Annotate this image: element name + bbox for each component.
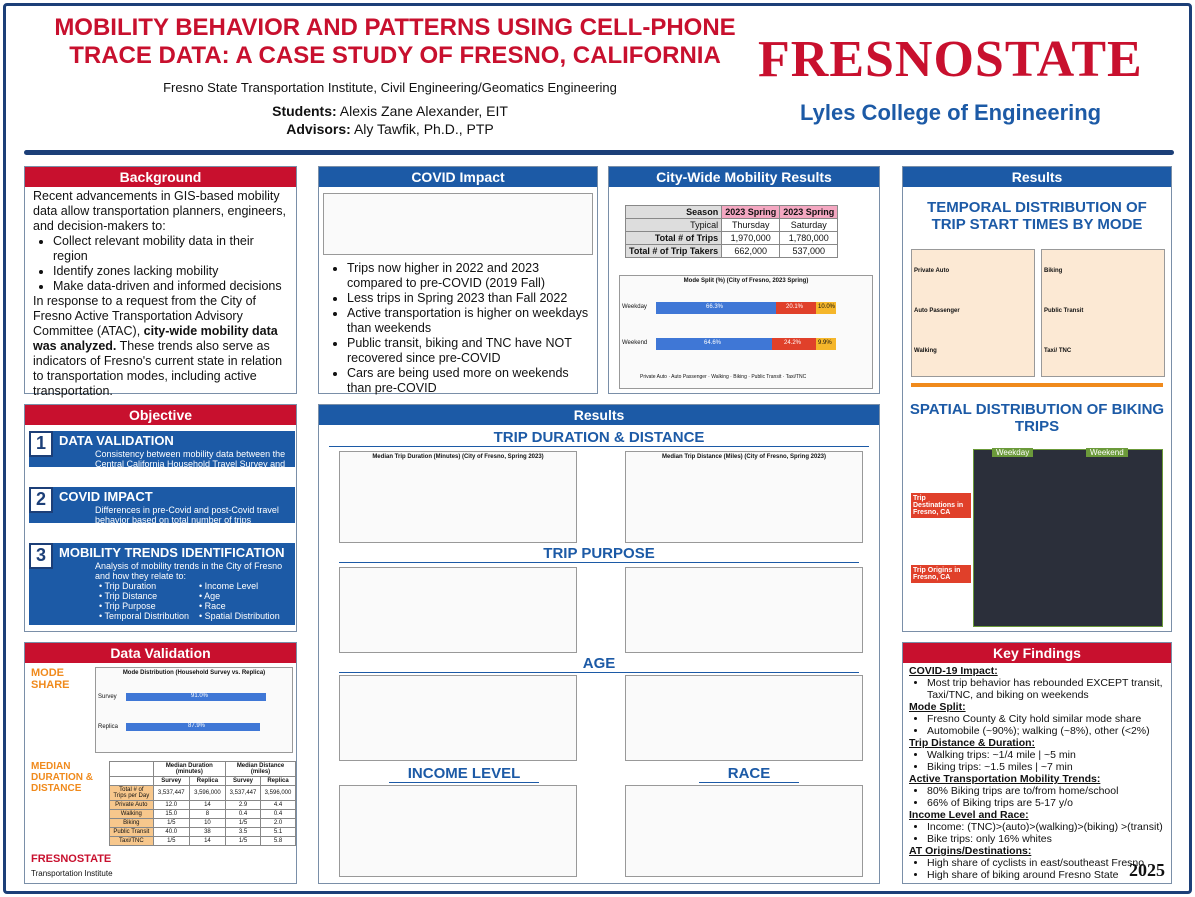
trip-purpose-chart-1 xyxy=(339,567,577,653)
results-middle-panel: Results TRIP DURATION & DISTANCE Median … xyxy=(318,404,880,884)
covid-bullets: Trips now higher in 2022 and 2023 compar… xyxy=(319,259,597,398)
race-heading: RACE xyxy=(699,765,799,783)
college-name: Lyles College of Engineering xyxy=(800,100,1102,125)
weekday-walking-bar xyxy=(816,302,836,314)
distance-chart: Median Trip Distance (Miles) (City of Fr… xyxy=(625,451,863,543)
mode-distribution-chart: Mode Distribution (Household Survey vs. … xyxy=(95,667,293,753)
orig-label: Trip Origins in Fresno, CA xyxy=(911,565,971,583)
authors: Students: Alexis Zane Alexander, EIT Adv… xyxy=(272,103,508,137)
objective-item-3: 3 MOBILITY TRENDS IDENTIFICATION Analysi… xyxy=(29,543,295,625)
temporal-charts-left: Private Auto Auto Passenger Walking xyxy=(911,249,1035,377)
key-findings-text: COVID-19 Impact: Most trip behavior has … xyxy=(903,663,1171,883)
institute-line: Fresno State Transportation Institute, C… xyxy=(163,80,617,95)
spatial-heading: SPATIAL DISTRIBUTION OF BIKING TRIPS xyxy=(909,401,1165,435)
trends-list-left: • Trip Duration • Trip Distance • Trip P… xyxy=(99,581,190,621)
fresno-state-logo: FRESNOSTATE xyxy=(758,31,1143,88)
fresno-state-small-logo: FRESNOSTATE xyxy=(31,853,112,865)
weekend-auto-bar xyxy=(656,338,772,350)
institute-footer: Transportation Institute xyxy=(31,869,113,878)
weekday-auto-bar xyxy=(656,302,776,314)
citywide-panel: City-Wide Mobility Results Season 2023 Sp… xyxy=(608,166,880,394)
citywide-header: City-Wide Mobility Results xyxy=(609,167,879,187)
poster-title: MOBILITY BEHAVIOR AND PATTERNS USING CEL… xyxy=(54,14,736,69)
background-panel: Background Recent advancements in GIS-ba… xyxy=(24,166,297,398)
survey-bar xyxy=(126,693,266,701)
mode-split-chart: Mode Split (%) (City of Fresno, 2023 Spr… xyxy=(619,275,873,389)
replica-bar xyxy=(126,723,260,731)
trip-purpose-heading: TRIP PURPOSE xyxy=(339,545,859,563)
results-header: Results xyxy=(319,405,879,425)
key-findings-header: Key Findings xyxy=(903,643,1171,663)
background-header: Background xyxy=(25,167,296,187)
key-findings-panel: Key Findings COVID-19 Impact: Most trip … xyxy=(902,642,1172,884)
covid-header: COVID Impact xyxy=(319,167,597,187)
weekend-passenger-bar xyxy=(772,338,816,350)
covid-panel: COVID Impact Trips now higher in 2022 an… xyxy=(318,166,598,395)
objective-item-2: 2 COVID IMPACT Differences in pre-Covid … xyxy=(29,487,295,525)
trip-dd-heading: TRIP DURATION & DISTANCE xyxy=(329,429,869,447)
results-right-panel: Results TEMPORAL DISTRIBUTION OF TRIP ST… xyxy=(902,166,1172,632)
mode-share-label: MODE SHARE xyxy=(31,667,70,691)
income-heading: INCOME LEVEL xyxy=(389,765,539,783)
mode-split-legend: Private Auto · Auto Passenger · Walking … xyxy=(640,374,807,380)
results-right-header: Results xyxy=(903,167,1171,187)
trends-list-right: • Income Level • Age • Race • Spatial Di… xyxy=(199,581,280,621)
data-validation-panel: Data Validation MODE SHARE Mode Distribu… xyxy=(24,642,297,884)
citywide-table: Season 2023 Spring 2023 Spring Typical Thur… xyxy=(624,205,839,258)
age-heading: AGE xyxy=(339,655,859,673)
biking-maps: Weekday Weekend xyxy=(973,448,1163,627)
data-validation-header: Data Validation xyxy=(25,643,296,663)
weekday-passenger-bar xyxy=(776,302,816,314)
income-chart xyxy=(339,785,577,877)
poster-frame xyxy=(3,3,1192,894)
orange-divider xyxy=(911,383,1163,387)
objective-panel: Objective 1 DATA VALIDATION Consistency … xyxy=(24,404,297,632)
temporal-heading: TEMPORAL DISTRIBUTION OF TRIP START TIME… xyxy=(927,199,1147,233)
year-label: 2025 xyxy=(1129,860,1165,880)
age-chart-1 xyxy=(339,675,577,761)
trip-purpose-chart-2 xyxy=(625,567,863,653)
dest-label: Trip Destinations in Fresno, CA xyxy=(911,493,971,518)
validation-table: Median Duration (minutes) Median Distance… xyxy=(109,761,297,846)
objective-item-1: 1 DATA VALIDATION Consistency between mo… xyxy=(29,431,295,479)
duration-chart: Median Trip Duration (Minutes) (City of … xyxy=(339,451,577,543)
header-divider xyxy=(24,150,1174,155)
age-chart-2 xyxy=(625,675,863,761)
weekend-walking-bar xyxy=(816,338,836,350)
covid-trips-table xyxy=(323,193,593,255)
background-text: Recent advancements in GIS-based mobilit… xyxy=(25,187,296,401)
median-label: MEDIAN DURATION & DISTANCE xyxy=(31,761,94,794)
objective-header: Objective xyxy=(25,405,296,425)
race-chart xyxy=(625,785,863,877)
temporal-charts-right: Biking Public Transit Taxi/ TNC xyxy=(1041,249,1165,377)
